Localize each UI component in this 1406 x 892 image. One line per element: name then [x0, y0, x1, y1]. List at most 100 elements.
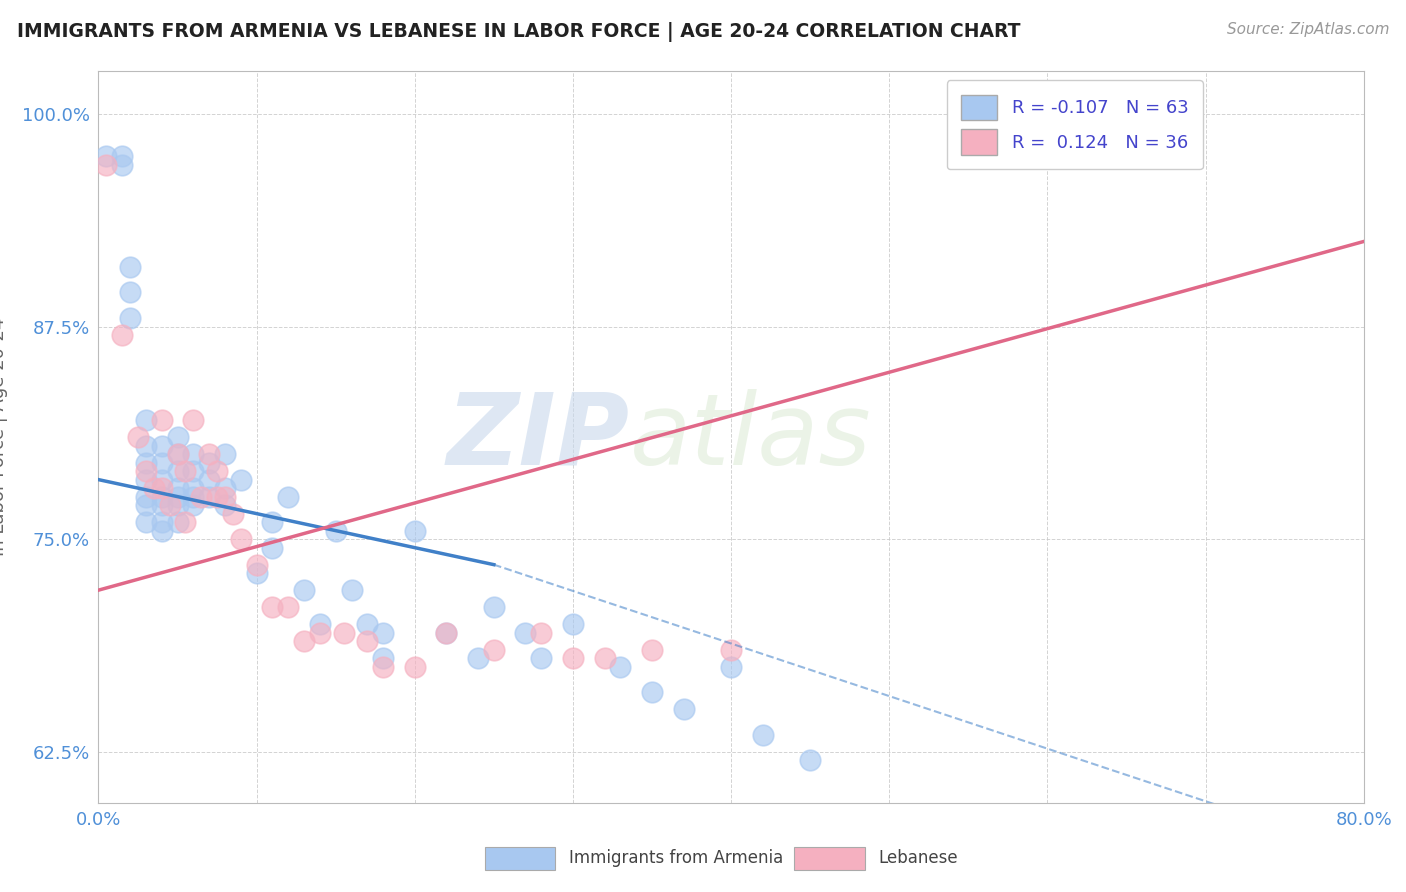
- Point: [166, 515, 188, 529]
- Point: [593, 651, 616, 665]
- Point: [150, 515, 173, 529]
- Point: [356, 634, 378, 648]
- Point: [292, 634, 315, 648]
- Point: [229, 532, 252, 546]
- Point: [325, 524, 347, 538]
- Point: [530, 625, 553, 640]
- Point: [150, 473, 173, 487]
- Point: [436, 625, 458, 640]
- Point: [309, 625, 332, 640]
- Point: [246, 566, 269, 581]
- Point: [120, 285, 141, 300]
- Point: [174, 515, 197, 529]
- Point: [111, 328, 134, 343]
- Point: [356, 617, 378, 632]
- Text: Source: ZipAtlas.com: Source: ZipAtlas.com: [1226, 22, 1389, 37]
- Point: [166, 430, 188, 444]
- Text: Lebanese: Lebanese: [879, 849, 959, 867]
- Point: [150, 490, 173, 504]
- Point: [436, 625, 458, 640]
- Point: [720, 659, 742, 673]
- Point: [561, 617, 585, 632]
- Point: [166, 464, 188, 478]
- Point: [751, 728, 773, 742]
- Point: [135, 490, 157, 504]
- Point: [332, 625, 354, 640]
- Point: [561, 651, 585, 665]
- Point: [150, 413, 173, 427]
- Point: [262, 515, 284, 529]
- Point: [515, 625, 537, 640]
- Point: [482, 600, 505, 615]
- Point: [214, 490, 236, 504]
- Point: [166, 447, 188, 461]
- Point: [183, 413, 205, 427]
- Point: [111, 149, 134, 163]
- Point: [292, 583, 315, 598]
- Point: [120, 260, 141, 274]
- Point: [183, 447, 205, 461]
- Text: Immigrants from Armenia: Immigrants from Armenia: [569, 849, 783, 867]
- Point: [799, 753, 821, 767]
- Point: [166, 490, 188, 504]
- Point: [641, 685, 664, 699]
- Point: [166, 498, 188, 512]
- Point: [641, 642, 664, 657]
- Point: [150, 481, 173, 495]
- Point: [262, 541, 284, 555]
- Point: [404, 659, 426, 673]
- Point: [166, 481, 188, 495]
- Point: [214, 498, 236, 512]
- Point: [371, 651, 394, 665]
- Point: [111, 158, 134, 172]
- Point: [135, 464, 157, 478]
- Point: [142, 481, 165, 495]
- Point: [159, 498, 181, 512]
- Point: [609, 659, 631, 673]
- Point: [205, 464, 228, 478]
- Point: [404, 524, 426, 538]
- Point: [135, 439, 157, 453]
- Point: [135, 515, 157, 529]
- Point: [371, 659, 394, 673]
- Point: [190, 490, 212, 504]
- Point: [96, 149, 118, 163]
- Legend: R = -0.107   N = 63, R =  0.124   N = 36: R = -0.107 N = 63, R = 0.124 N = 36: [946, 80, 1204, 169]
- Point: [262, 600, 284, 615]
- Point: [1036, 124, 1059, 138]
- Point: [246, 558, 269, 572]
- Point: [229, 473, 252, 487]
- Point: [198, 490, 221, 504]
- Point: [222, 507, 245, 521]
- Text: ZIP: ZIP: [447, 389, 630, 485]
- Point: [672, 702, 695, 716]
- Point: [183, 481, 205, 495]
- Point: [127, 430, 149, 444]
- Y-axis label: In Labor Force | Age 20-24: In Labor Force | Age 20-24: [0, 318, 8, 557]
- Text: IMMIGRANTS FROM ARMENIA VS LEBANESE IN LABOR FORCE | AGE 20-24 CORRELATION CHART: IMMIGRANTS FROM ARMENIA VS LEBANESE IN L…: [17, 22, 1021, 42]
- Point: [150, 524, 173, 538]
- Point: [150, 456, 173, 470]
- Point: [530, 651, 553, 665]
- Point: [150, 439, 173, 453]
- Point: [150, 498, 173, 512]
- Text: atlas: atlas: [630, 389, 872, 485]
- Point: [371, 625, 394, 640]
- Point: [166, 447, 188, 461]
- Point: [309, 617, 332, 632]
- Point: [340, 583, 363, 598]
- Point: [467, 651, 489, 665]
- Point: [205, 490, 228, 504]
- Point: [183, 498, 205, 512]
- Point: [174, 464, 197, 478]
- Point: [120, 311, 141, 326]
- Point: [135, 498, 157, 512]
- Point: [183, 490, 205, 504]
- Point: [135, 413, 157, 427]
- Point: [183, 464, 205, 478]
- Point: [277, 490, 299, 504]
- Point: [96, 158, 118, 172]
- Point: [214, 481, 236, 495]
- Point: [720, 642, 742, 657]
- Point: [198, 456, 221, 470]
